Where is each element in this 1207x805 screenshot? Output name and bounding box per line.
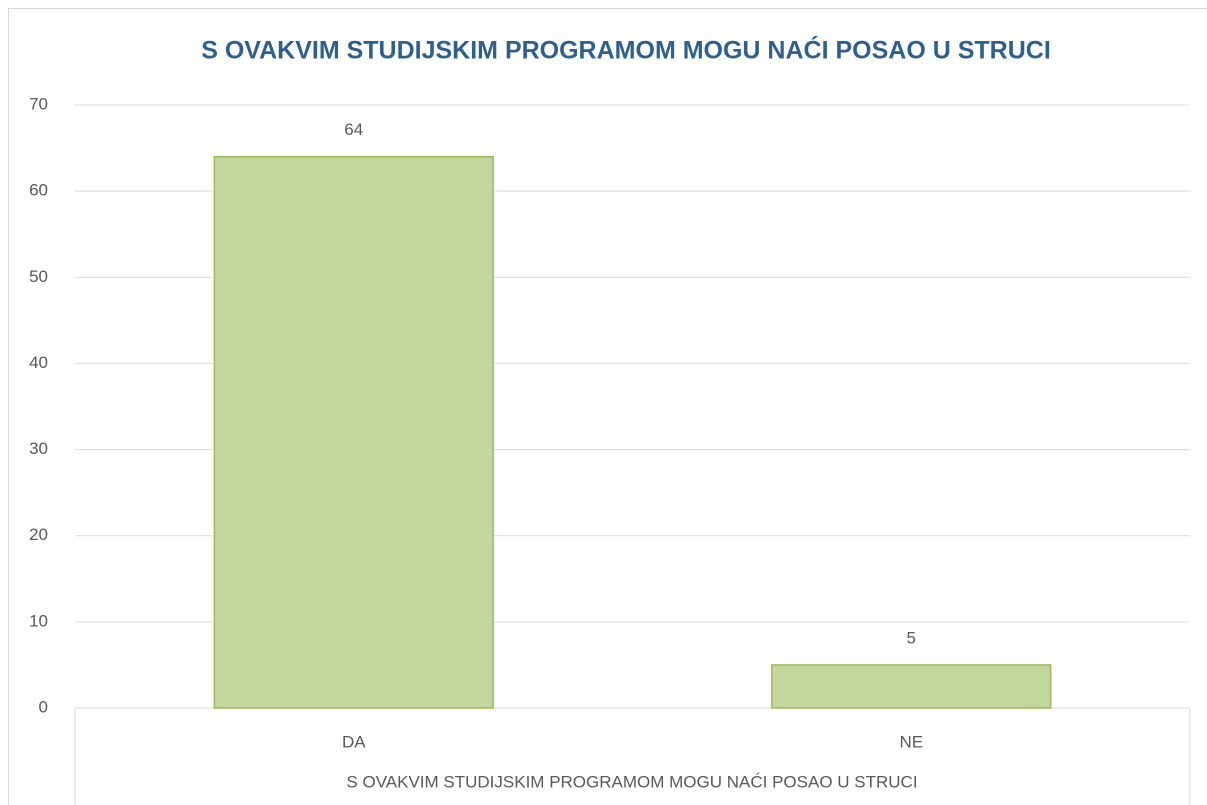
- data-label: 64: [344, 120, 363, 139]
- y-tick-label: 0: [39, 697, 48, 716]
- y-tick-label: 30: [29, 439, 48, 458]
- x-tick-label: DA: [342, 732, 366, 751]
- x-axis-label: S OVAKVIM STUDIJSKIM PROGRAMOM MOGU NAĆI…: [346, 772, 917, 791]
- y-tick-label: 70: [29, 94, 48, 113]
- x-tick-label: NE: [899, 732, 923, 751]
- bar: [213, 155, 494, 709]
- y-tick-label: 20: [29, 525, 48, 544]
- bar: [771, 664, 1052, 709]
- y-tick-label: 10: [29, 611, 48, 630]
- y-tick-label: 40: [29, 353, 48, 372]
- chart-border: [8, 8, 1207, 805]
- data-label: 5: [907, 628, 916, 647]
- y-tick-label: 50: [29, 267, 48, 286]
- y-tick-label: 60: [29, 181, 48, 200]
- chart-title: S OVAKVIM STUDIJSKIM PROGRAMOM MOGU NAĆI…: [201, 35, 1051, 65]
